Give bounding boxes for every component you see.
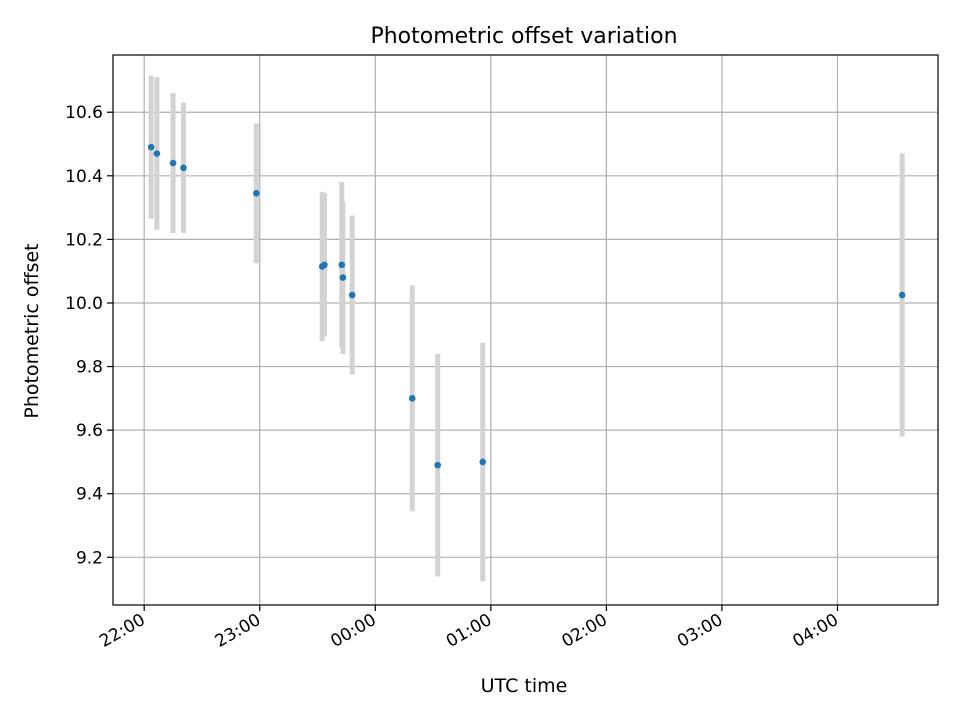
y-tick-label: 9.6 [76,421,103,441]
data-point [180,164,187,172]
data-point [169,159,177,167]
data-point [321,261,328,269]
chart-title: Photometric offset variation [370,24,677,49]
y-tick-label: 10.2 [65,230,103,250]
data-point [348,291,356,299]
plot-area-frame [112,54,939,606]
y-tick-label: 10.6 [65,103,103,123]
y-tick-label: 10.0 [65,294,103,314]
data-points [147,143,906,469]
data-point [252,189,260,197]
data-point [479,458,487,466]
data-point [434,461,441,469]
data-point [898,291,906,299]
y-axis-ticks: 9.2 9.4 9.6 9.8 10.0 10.2 10.4 10.6 [65,103,113,568]
y-axis-label: Photometric offset [21,243,43,418]
data-point [153,150,161,157]
y-tick-label: 10.4 [65,167,103,187]
data-point [147,143,155,151]
data-point [338,261,346,269]
y-tick-label: 9.8 [76,358,103,378]
y-tick-label: 9.2 [76,548,103,568]
y-tick-label: 9.4 [76,485,103,505]
grid [113,55,938,605]
x-axis-label: UTC time [481,675,568,697]
data-point [408,395,416,402]
data-point [339,274,347,281]
